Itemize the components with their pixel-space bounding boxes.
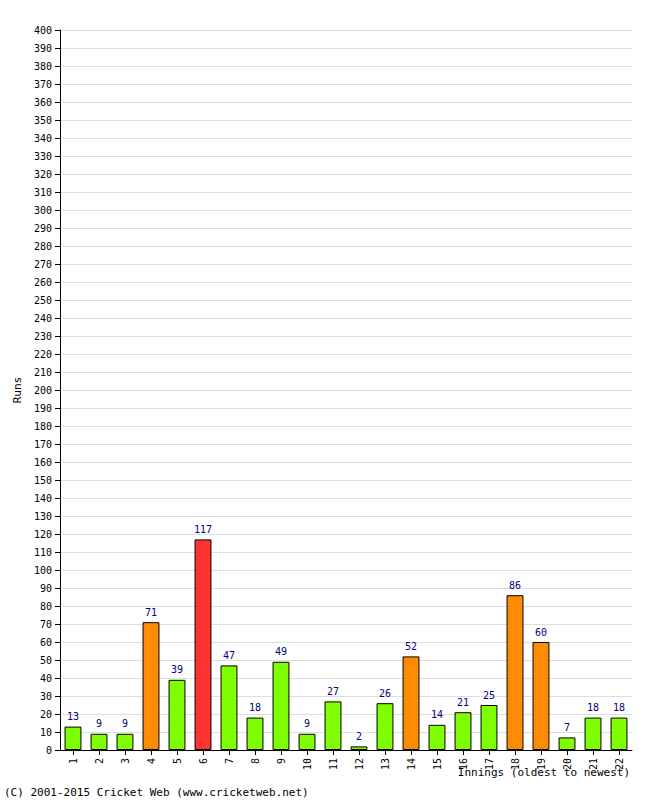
- svg-text:7: 7: [224, 758, 235, 764]
- svg-text:47: 47: [223, 650, 235, 661]
- svg-text:21: 21: [457, 697, 469, 708]
- svg-text:(C) 2001-2015 Cricket Web (www: (C) 2001-2015 Cricket Web (www.cricketwe…: [4, 786, 309, 799]
- svg-text:390: 390: [34, 43, 52, 54]
- svg-text:17: 17: [484, 758, 495, 770]
- svg-text:16: 16: [458, 758, 469, 770]
- svg-text:9: 9: [276, 758, 287, 764]
- svg-text:120: 120: [34, 529, 52, 540]
- svg-text:20: 20: [562, 758, 573, 770]
- svg-text:18: 18: [587, 702, 599, 713]
- svg-text:190: 190: [34, 403, 52, 414]
- svg-text:14: 14: [406, 758, 417, 770]
- svg-text:240: 240: [34, 313, 52, 324]
- svg-text:80: 80: [40, 601, 52, 612]
- svg-text:9: 9: [304, 718, 310, 729]
- svg-text:30: 30: [40, 691, 52, 702]
- svg-text:260: 260: [34, 277, 52, 288]
- svg-text:Runs: Runs: [11, 377, 24, 404]
- svg-text:150: 150: [34, 475, 52, 486]
- svg-text:310: 310: [34, 187, 52, 198]
- svg-text:26: 26: [379, 688, 391, 699]
- svg-text:290: 290: [34, 223, 52, 234]
- svg-text:12: 12: [354, 758, 365, 770]
- svg-text:8: 8: [250, 758, 261, 764]
- svg-text:1: 1: [68, 758, 79, 764]
- svg-text:71: 71: [145, 607, 157, 618]
- svg-text:400: 400: [34, 25, 52, 36]
- svg-text:50: 50: [40, 655, 52, 666]
- svg-text:70: 70: [40, 619, 52, 630]
- svg-text:110: 110: [34, 547, 52, 558]
- svg-text:27: 27: [327, 686, 339, 697]
- svg-text:52: 52: [405, 641, 417, 652]
- svg-text:21: 21: [588, 758, 599, 770]
- svg-text:60: 60: [40, 637, 52, 648]
- svg-text:25: 25: [483, 690, 495, 701]
- svg-text:130: 130: [34, 511, 52, 522]
- svg-text:5: 5: [172, 758, 183, 764]
- svg-text:220: 220: [34, 349, 52, 360]
- svg-text:15: 15: [432, 758, 443, 770]
- svg-text:320: 320: [34, 169, 52, 180]
- svg-text:19: 19: [536, 758, 547, 770]
- svg-text:10: 10: [40, 727, 52, 738]
- svg-text:180: 180: [34, 421, 52, 432]
- svg-text:210: 210: [34, 367, 52, 378]
- svg-text:9: 9: [96, 718, 102, 729]
- svg-text:18: 18: [510, 758, 521, 770]
- svg-text:160: 160: [34, 457, 52, 468]
- svg-text:60: 60: [535, 627, 547, 638]
- svg-text:250: 250: [34, 295, 52, 306]
- svg-text:40: 40: [40, 673, 52, 684]
- svg-text:14: 14: [431, 709, 443, 720]
- svg-text:140: 140: [34, 493, 52, 504]
- svg-text:11: 11: [328, 758, 339, 770]
- svg-text:Innings (oldest to newest): Innings (oldest to newest): [457, 766, 630, 779]
- svg-text:360: 360: [34, 97, 52, 108]
- svg-text:90: 90: [40, 583, 52, 594]
- svg-text:0: 0: [46, 745, 52, 756]
- svg-text:100: 100: [34, 565, 52, 576]
- svg-text:200: 200: [34, 385, 52, 396]
- svg-text:270: 270: [34, 259, 52, 270]
- svg-text:7: 7: [564, 722, 570, 733]
- svg-text:117: 117: [194, 524, 212, 535]
- svg-text:13: 13: [67, 711, 79, 722]
- svg-text:4: 4: [146, 758, 157, 764]
- svg-text:340: 340: [34, 133, 52, 144]
- svg-text:350: 350: [34, 115, 52, 126]
- svg-text:39: 39: [171, 664, 183, 675]
- svg-text:2: 2: [94, 758, 105, 764]
- svg-text:170: 170: [34, 439, 52, 450]
- svg-text:6: 6: [198, 758, 209, 764]
- svg-text:370: 370: [34, 79, 52, 90]
- svg-text:18: 18: [249, 702, 261, 713]
- svg-text:86: 86: [509, 580, 521, 591]
- svg-text:49: 49: [275, 646, 287, 657]
- svg-text:280: 280: [34, 241, 52, 252]
- svg-text:10: 10: [302, 758, 313, 770]
- svg-text:13: 13: [380, 758, 391, 770]
- svg-text:2: 2: [356, 731, 362, 742]
- svg-text:9: 9: [122, 718, 128, 729]
- svg-text:380: 380: [34, 61, 52, 72]
- svg-text:22: 22: [614, 758, 625, 770]
- svg-text:20: 20: [40, 709, 52, 720]
- svg-text:300: 300: [34, 205, 52, 216]
- svg-text:330: 330: [34, 151, 52, 162]
- svg-text:18: 18: [613, 702, 625, 713]
- svg-text:3: 3: [120, 758, 131, 764]
- svg-text:230: 230: [34, 331, 52, 342]
